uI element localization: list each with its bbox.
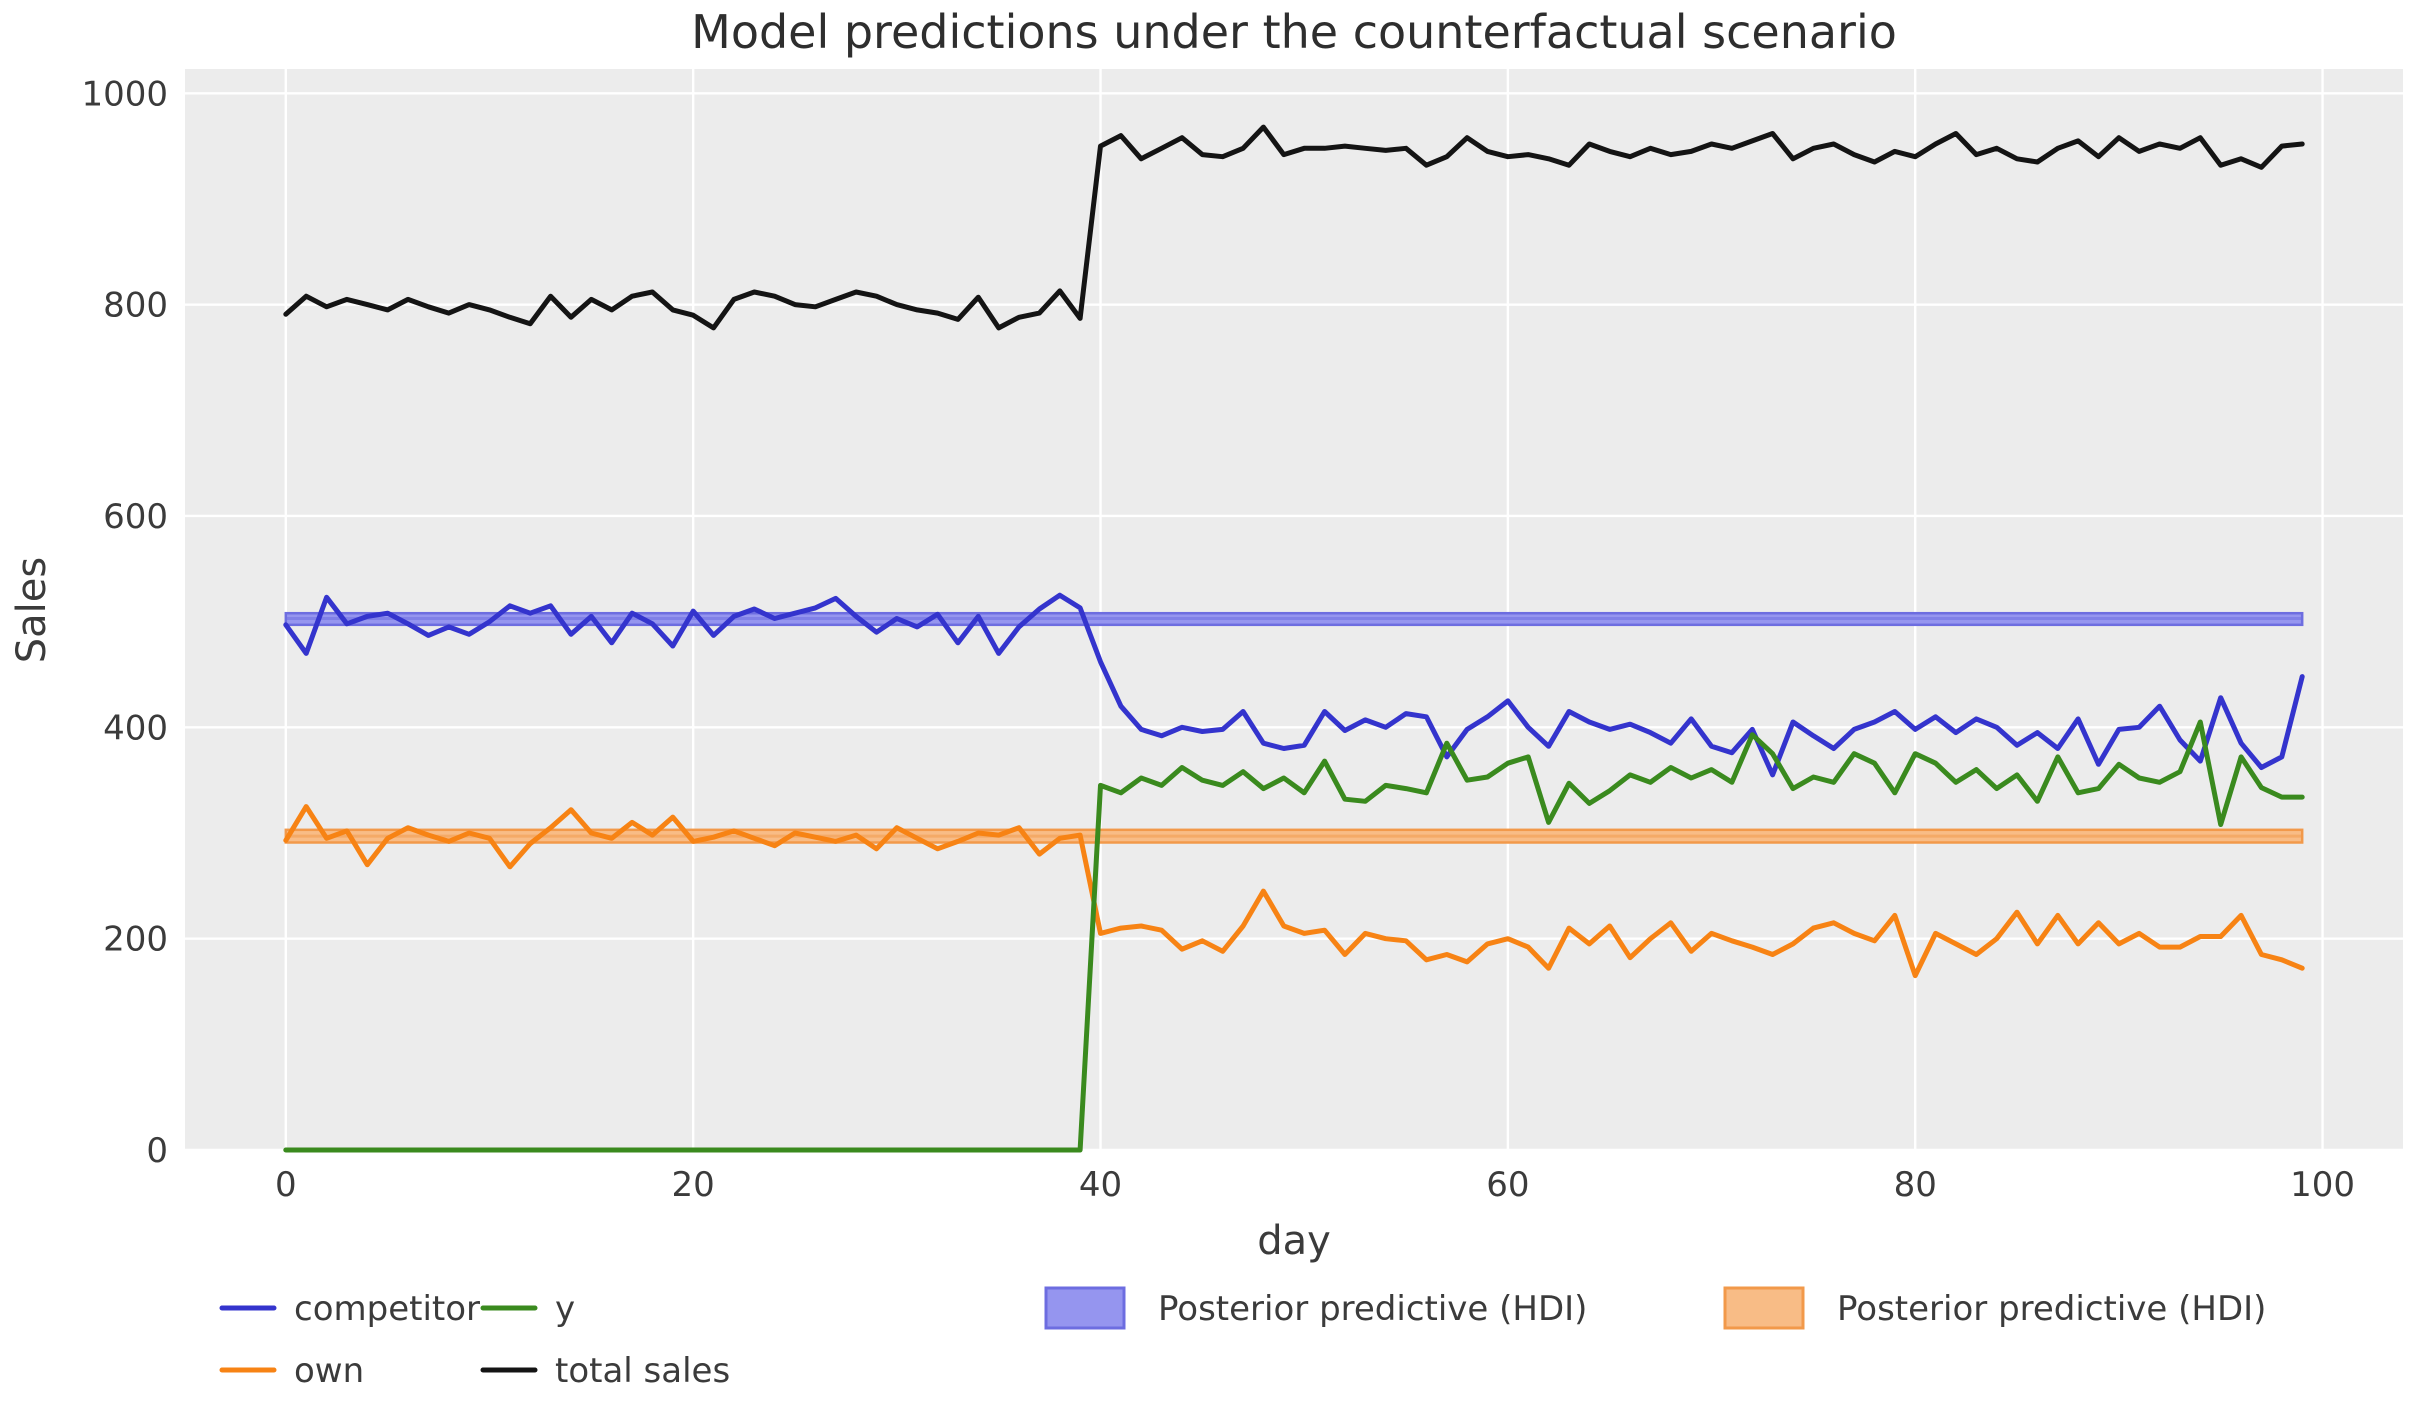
y-tick-label-1000: 1000 <box>81 74 168 114</box>
legend-patch-swatch-4 <box>1044 1286 1126 1330</box>
x-tick-label-60: 60 <box>1486 1165 1529 1205</box>
y-axis-ticks: 0 200 400 600 800 1000 <box>81 74 168 1171</box>
legend-label-competitor-0: competitor <box>294 1289 480 1329</box>
competitor-line <box>283 592 2305 778</box>
own-line <box>283 804 2305 979</box>
legend-item-total-sales-3: total sales <box>480 1351 730 1391</box>
total-sales-line <box>283 124 2305 331</box>
chart-title: Model predictions under the counterfactu… <box>691 5 1897 59</box>
legend-patch-swatch-5 <box>1723 1286 1805 1330</box>
x-tick-label-20: 20 <box>672 1165 715 1205</box>
x-tick-label-80: 80 <box>1894 1165 1937 1205</box>
legend-item-posterior-predictive-hdi--4: Posterior predictive (HDI) <box>1044 1286 1587 1330</box>
data-lines <box>283 124 2305 1153</box>
legend: competitor own y total sales Posterior predi… <box>219 1286 2266 1391</box>
legend-item-posterior-predictive-hdi--5: Posterior predictive (HDI) <box>1723 1286 2266 1330</box>
y-tick-label-400: 400 <box>103 708 168 748</box>
y-line <box>283 719 2305 1153</box>
x-axis-ticks: 0 20 40 60 80 100 <box>275 1165 2355 1205</box>
legend-item-y-2: y <box>480 1289 575 1329</box>
y-tick-label-0: 0 <box>146 1131 168 1171</box>
x-axis-label: day <box>1257 1218 1331 1264</box>
y-axis-label: Sales <box>9 557 55 663</box>
legend-label-posterior-predictive-hdi--4: Posterior predictive (HDI) <box>1158 1289 1587 1329</box>
legend-label-total-sales-3: total sales <box>555 1351 730 1391</box>
legend-label-posterior-predictive-hdi--5: Posterior predictive (HDI) <box>1837 1289 2266 1329</box>
y-tick-label-200: 200 <box>103 920 168 960</box>
hdi-bands <box>284 611 2304 844</box>
legend-label-y-2: y <box>555 1289 575 1329</box>
legend-item-own-1: own <box>219 1351 364 1391</box>
x-tick-label-40: 40 <box>1079 1165 1122 1205</box>
y-tick-label-800: 800 <box>103 286 168 326</box>
legend-item-competitor-0: competitor <box>219 1289 480 1329</box>
y-tick-label-600: 600 <box>103 497 168 537</box>
legend-label-own-1: own <box>294 1351 364 1391</box>
x-tick-label-0: 0 <box>275 1165 297 1205</box>
x-tick-label-100: 100 <box>2290 1165 2355 1205</box>
